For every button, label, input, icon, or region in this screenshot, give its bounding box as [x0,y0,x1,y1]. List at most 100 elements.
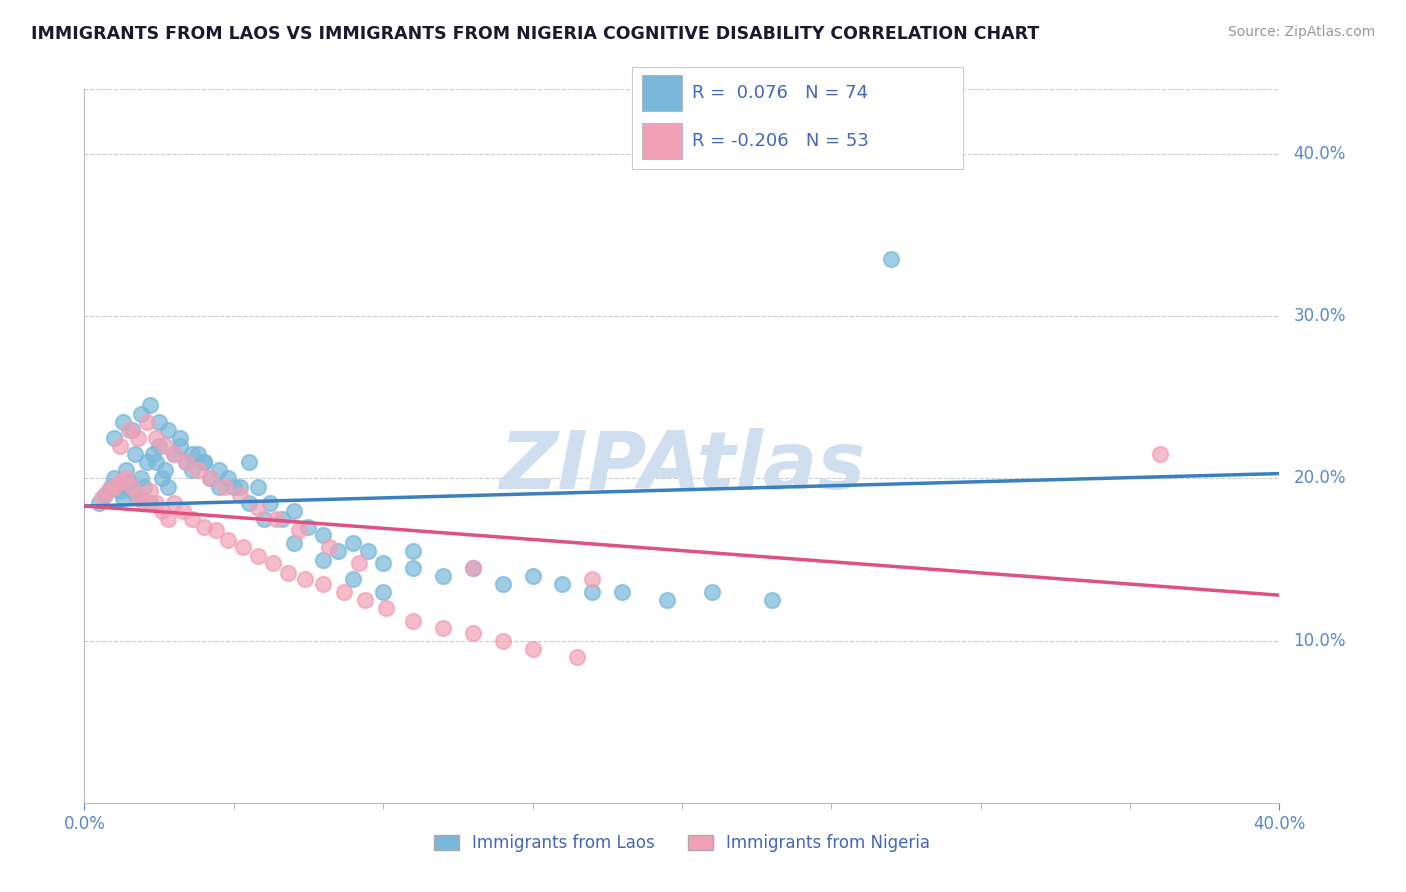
Point [492,577,515,591]
Point [880,252,903,267]
Point [132,496,156,510]
Bar [643,123,682,159]
Point [246,549,269,564]
Point [118,423,141,437]
Point [246,479,269,493]
Point [148,415,170,429]
Point [333,585,356,599]
Text: ZIPAtlas: ZIPAtlas [499,428,865,507]
Point [139,496,162,510]
Point [217,533,239,547]
Point [294,572,316,586]
Point [91,491,114,505]
Point [145,455,167,469]
Point [375,601,398,615]
Point [432,568,454,582]
Point [174,455,197,469]
Text: 30.0%: 30.0% [1294,307,1346,326]
Point [105,479,128,493]
Text: 10.0%: 10.0% [1294,632,1346,649]
Point [193,520,215,534]
Point [402,544,425,558]
Point [181,447,204,461]
Point [97,484,120,499]
Point [205,524,228,538]
Point [193,455,215,469]
Point [246,500,269,515]
Point [264,512,287,526]
Point [103,479,125,493]
Point [127,488,149,502]
Point [349,556,371,570]
Point [181,512,204,526]
Point [94,488,117,502]
Point [228,488,252,502]
Point [277,566,299,580]
Point [153,439,176,453]
Point [124,447,146,461]
Point [112,491,135,505]
Point [567,649,589,664]
Point [312,528,335,542]
Point [169,431,191,445]
Point [461,560,484,574]
Point [127,491,149,505]
Point [198,471,221,485]
Point [153,463,176,477]
Point [150,471,173,485]
Text: Source: ZipAtlas.com: Source: ZipAtlas.com [1227,25,1375,39]
Point [115,463,138,477]
Point [169,439,191,453]
Point [110,475,132,489]
Point [208,479,231,493]
Point [402,614,425,628]
Point [655,593,678,607]
Point [761,593,783,607]
Point [522,641,544,656]
Point [157,512,180,526]
Point [157,479,180,493]
Point [253,512,276,526]
Point [127,431,149,445]
Point [581,572,603,586]
Point [121,479,143,493]
Text: IMMIGRANTS FROM LAOS VS IMMIGRANTS FROM NIGERIA COGNITIVE DISABILITY CORRELATION: IMMIGRANTS FROM LAOS VS IMMIGRANTS FROM … [31,25,1039,43]
Point [342,572,364,586]
Point [121,484,143,499]
Point [187,463,209,477]
Point [174,455,197,469]
Point [373,585,395,599]
Point [357,544,380,558]
Point [262,556,284,570]
Point [129,471,152,485]
Point [181,463,204,477]
Point [461,560,484,574]
Point [1149,447,1171,461]
Point [100,479,122,493]
Text: 40.0%: 40.0% [1294,145,1346,163]
Point [118,475,141,489]
Point [328,544,350,558]
Point [288,524,311,538]
Text: R = -0.206   N = 53: R = -0.206 N = 53 [692,132,869,150]
Point [312,552,335,566]
Point [373,556,395,570]
Point [222,479,245,493]
Point [259,496,281,510]
Point [551,577,574,591]
Point [150,504,173,518]
Point [270,512,292,526]
Point [136,455,159,469]
Point [461,625,484,640]
Point [148,439,170,453]
Point [112,415,135,429]
Point [238,496,260,510]
Point [89,496,111,510]
Point [103,431,125,445]
Point [217,471,239,485]
Point [145,496,167,510]
Point [139,399,162,413]
Point [163,447,186,461]
Point [163,496,186,510]
Point [238,455,260,469]
